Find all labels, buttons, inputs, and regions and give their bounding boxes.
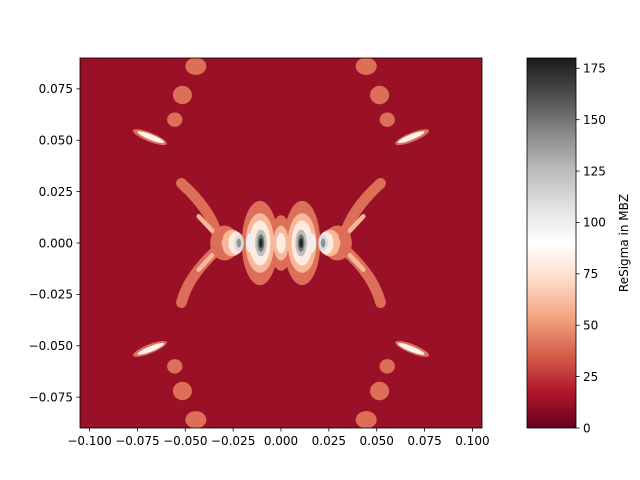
- y-tick-label: 0.075: [39, 82, 73, 96]
- contour-region: [185, 411, 207, 428]
- contour-region: [276, 232, 286, 254]
- contour-region: [258, 238, 263, 248]
- y-tick-label: 0.050: [39, 134, 73, 148]
- y-tick-label: −0.025: [29, 288, 73, 302]
- contour-arc: [347, 253, 366, 273]
- colorbar-tick-label: 100: [583, 216, 606, 230]
- x-tick-label: 0.075: [407, 434, 441, 448]
- contour-region: [397, 342, 425, 355]
- contour-region: [299, 238, 304, 248]
- contour-region: [320, 238, 326, 248]
- contour-region: [379, 359, 395, 374]
- contour-region: [167, 112, 183, 127]
- x-tick-label: 0.100: [455, 434, 489, 448]
- colorbar-ticks: 0 25 50 75 100 125 150 175: [576, 62, 606, 435]
- contour-arc: [196, 213, 215, 233]
- colorbar-tick-label: 75: [583, 267, 598, 281]
- x-tick-label: −0.025: [211, 434, 255, 448]
- contour-plot: −0.100 −0.075 −0.050 −0.025 0.000 0.025 0.050 0…: [29, 57, 490, 448]
- colorbar-tick-label: 50: [583, 319, 598, 333]
- contour-region: [185, 58, 207, 75]
- x-tick-label: −0.100: [67, 434, 111, 448]
- colorbar-tick-label: 150: [583, 113, 606, 127]
- y-axis: −0.075 −0.050 −0.025 0.000 0.025 0.050 0.075: [29, 82, 80, 404]
- contour-region: [137, 342, 165, 355]
- y-tick-label: 0.025: [39, 185, 73, 199]
- contour-region: [355, 411, 377, 428]
- y-tick-label: 0.000: [39, 236, 73, 250]
- contour-region: [245, 233, 253, 253]
- x-tick-label: −0.075: [115, 434, 159, 448]
- x-tick-label: 0.000: [264, 434, 298, 448]
- contour-arc: [338, 178, 386, 243]
- y-tick-label: −0.075: [29, 390, 73, 404]
- contour-region: [172, 85, 192, 105]
- contour-region: [167, 359, 183, 374]
- colorbar-tick-label: 0: [583, 421, 591, 435]
- x-tick-label: 0.025: [312, 434, 346, 448]
- colorbar-frame: [526, 57, 577, 429]
- contour-arc: [176, 178, 224, 243]
- contour-region: [309, 233, 317, 253]
- colorbar: 0 25 50 75 100 125 150 175 ReSigma in MBZ: [526, 57, 631, 435]
- contour-region: [370, 85, 390, 105]
- colorbar-tick-label: 25: [583, 370, 598, 384]
- contour-arc: [347, 213, 366, 233]
- x-tick-label: −0.050: [163, 434, 207, 448]
- colorbar-tick-label: 125: [583, 164, 606, 178]
- contour-region: [355, 58, 377, 75]
- colorbar-tick-label: 175: [583, 62, 606, 76]
- contour-regions: [132, 58, 430, 428]
- x-axis: −0.100 −0.075 −0.050 −0.025 0.000 0.025 0.050 0…: [67, 428, 490, 448]
- colorbar-label: ReSigma in MBZ: [617, 194, 631, 292]
- contour-region: [137, 131, 165, 144]
- contour-region: [397, 131, 425, 144]
- y-tick-label: −0.050: [29, 339, 73, 353]
- contour-region: [370, 381, 390, 401]
- contour-region: [236, 238, 242, 248]
- colorbar-gradient: [527, 58, 576, 428]
- contour-arc: [196, 253, 215, 273]
- contour-region: [172, 381, 192, 401]
- x-tick-label: 0.050: [360, 434, 394, 448]
- contour-region: [379, 112, 395, 127]
